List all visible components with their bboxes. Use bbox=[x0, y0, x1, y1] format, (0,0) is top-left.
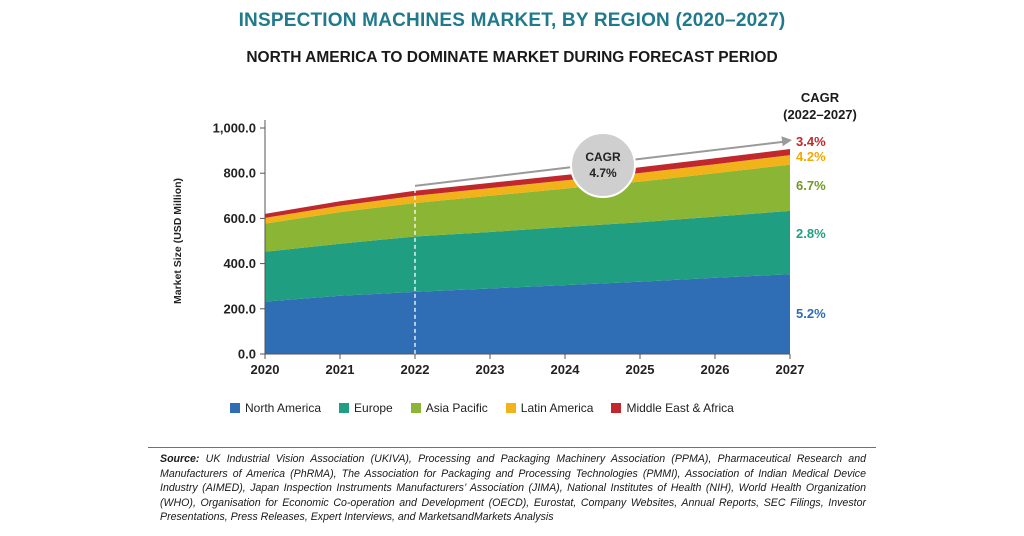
cagr-header-line1: CAGR bbox=[801, 90, 840, 105]
legend-item: Europe bbox=[339, 401, 393, 415]
cagr-bubble bbox=[570, 132, 636, 198]
cagr-bubble-label: CAGR bbox=[585, 150, 621, 164]
chart-legend: North America Europe Asia Pacific Latin Ame… bbox=[230, 399, 830, 417]
y-tick-label: 400.0 bbox=[223, 256, 256, 271]
source-divider bbox=[148, 447, 876, 448]
y-tick-label: 600.0 bbox=[223, 211, 256, 226]
legend-item: North America bbox=[230, 401, 321, 415]
series-area-latin-america bbox=[265, 155, 790, 224]
legend-swatch bbox=[339, 403, 350, 413]
chart-title: INSPECTION MACHINES MARKET, BY REGION (2… bbox=[238, 10, 786, 31]
x-tick-label: 2024 bbox=[551, 362, 581, 377]
legend-item: Latin America bbox=[505, 401, 594, 415]
legend-item: Middle East & Africa bbox=[611, 401, 734, 415]
series-area-middle-east-africa bbox=[265, 149, 790, 218]
y-axis-title: Market Size (USD Million) bbox=[172, 178, 184, 304]
source-label: Source: bbox=[160, 453, 200, 465]
x-tick-label: 2026 bbox=[701, 362, 730, 377]
y-tick-label: 800.0 bbox=[223, 166, 256, 181]
legend-label: Middle East & Africa bbox=[626, 401, 734, 415]
legend-item: Asia Pacific bbox=[410, 401, 488, 415]
x-tick-label: 2020 bbox=[251, 362, 280, 377]
series-cagr-label-asia-pacific: 6.7% bbox=[796, 178, 826, 193]
stacked-area-chart: 0.0 200.0 400.0 600.0 800.0 1,000.0 2020 2021 20… bbox=[172, 90, 857, 377]
series-cagr-label-europe: 2.8% bbox=[796, 226, 826, 241]
legend-label: Latin America bbox=[520, 401, 594, 415]
cagr-header-line2: (2022–2027) bbox=[783, 107, 857, 122]
source-note: Source: UK Industrial Vision Association… bbox=[160, 452, 866, 525]
legend-swatch bbox=[611, 403, 622, 413]
legend-label: Europe bbox=[354, 401, 393, 415]
source-text: UK Industrial Vision Association (UKIVA)… bbox=[160, 453, 866, 524]
chart-subtitle: NORTH AMERICA TO DOMINATE MARKET DURING … bbox=[246, 49, 778, 66]
series-cagr-label-north-america: 5.2% bbox=[796, 306, 826, 321]
series-cagr-label-latin-america: 4.2% bbox=[796, 149, 826, 164]
x-tick-label: 2021 bbox=[326, 362, 355, 377]
x-tick-label: 2022 bbox=[401, 362, 430, 377]
legend-swatch bbox=[410, 403, 421, 413]
legend-label: Asia Pacific bbox=[425, 401, 488, 415]
legend-swatch bbox=[230, 403, 240, 413]
y-tick-label: 0.0 bbox=[238, 347, 256, 362]
x-tick-label: 2023 bbox=[476, 362, 505, 377]
y-tick-label: 200.0 bbox=[223, 301, 256, 316]
series-area-north-america bbox=[265, 274, 790, 354]
legend-swatch bbox=[505, 403, 516, 413]
legend-label: North America bbox=[245, 401, 322, 415]
x-tick-label: 2027 bbox=[776, 362, 805, 377]
y-tick-label: 1,000.0 bbox=[213, 121, 256, 136]
series-area-europe bbox=[265, 210, 790, 302]
series-area-asia-pacific bbox=[265, 164, 790, 252]
series-cagr-label-middle-east-africa: 3.4% bbox=[796, 134, 826, 149]
cagr-arrow-head bbox=[781, 136, 792, 147]
cagr-bubble-value: 4.7% bbox=[589, 166, 617, 180]
x-tick-label: 2025 bbox=[626, 362, 655, 377]
